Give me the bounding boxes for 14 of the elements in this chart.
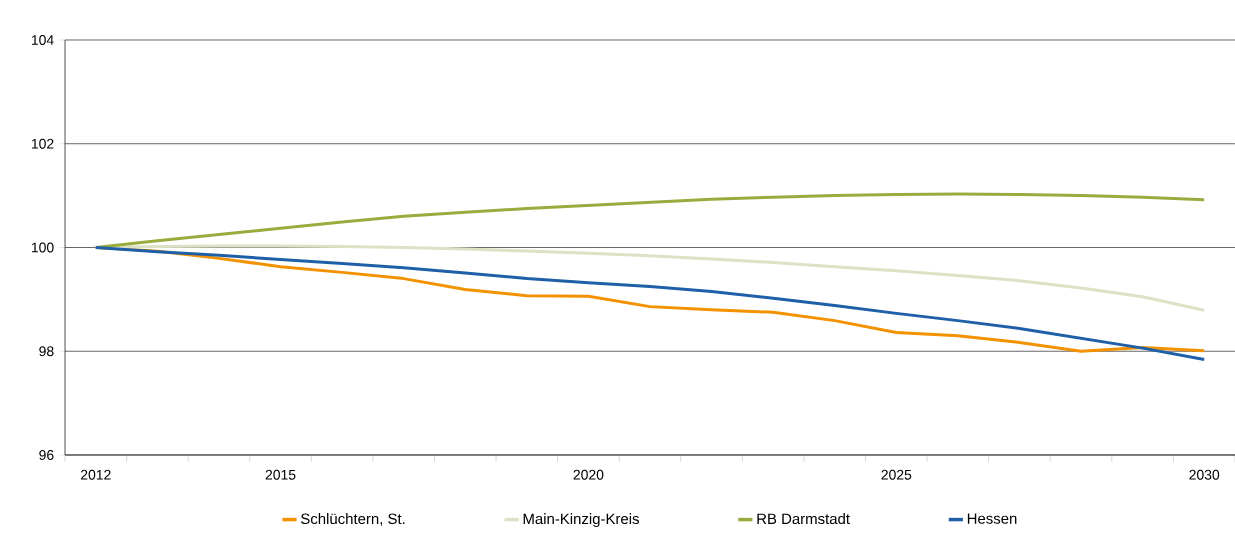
x-tick-label: 2020 xyxy=(573,469,604,480)
y-tick-label: 100 xyxy=(31,242,54,253)
legend-label: Hessen xyxy=(967,513,1017,524)
x-tick-label: 2015 xyxy=(265,469,296,480)
legend-label: Schlüchtern, St. xyxy=(300,513,405,526)
legend-label: Main-Kinzig-Kreis xyxy=(523,513,639,528)
y-tick-label: 98 xyxy=(39,346,54,357)
y-tick-label: 104 xyxy=(31,35,54,45)
y-tick-label: 102 xyxy=(31,138,54,149)
x-tick-label: 2030 xyxy=(1189,469,1220,480)
x-tick-label: 2012 xyxy=(80,469,111,480)
legend-label: RB Darmstadt xyxy=(757,513,850,525)
x-tick-label: 2025 xyxy=(881,469,912,480)
y-tick-label: 96 xyxy=(39,450,54,460)
